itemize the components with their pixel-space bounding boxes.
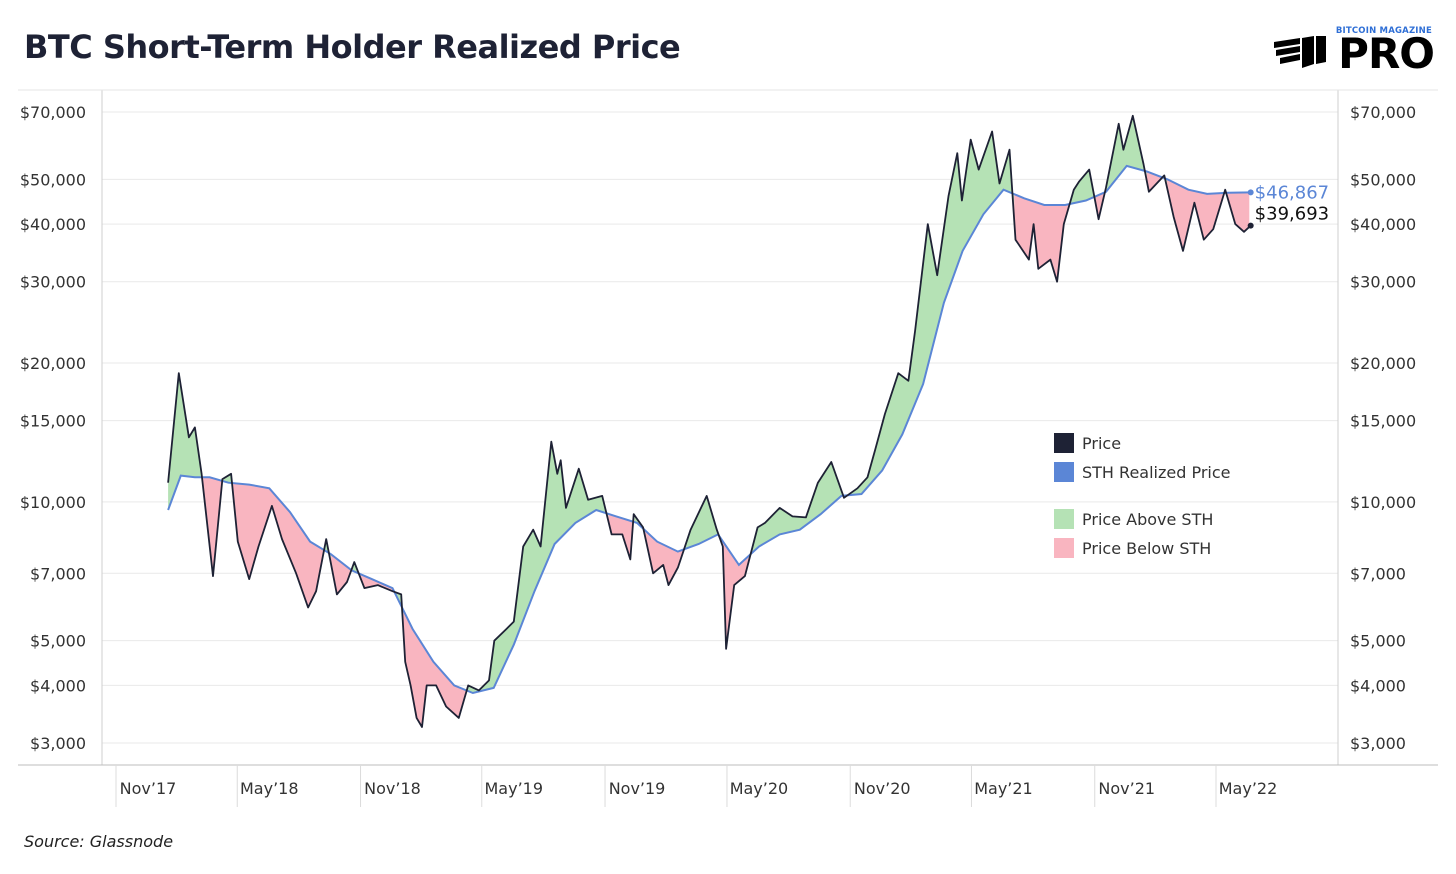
legend-swatch xyxy=(1054,433,1074,453)
legend-label: STH Realized Price xyxy=(1082,463,1231,482)
y-tick-label-right: $7,000 xyxy=(1350,564,1406,583)
sth-end-dot xyxy=(1247,189,1254,196)
y-tick-label: $40,000 xyxy=(20,215,86,234)
end-labels: $46,867$39,693 xyxy=(1247,182,1329,229)
y-axis-left-ticks: $70,000 $50,000 $40,000 $30,000 $20,000 $15,0… xyxy=(20,103,86,753)
y-tick-label: $50,000 xyxy=(20,170,86,189)
area-above-sth xyxy=(849,131,1015,496)
chart-title: BTC Short-Term Holder Realized Price xyxy=(24,28,681,66)
area-below-sth xyxy=(202,477,223,571)
price-end-dot xyxy=(1247,222,1254,229)
y-axis-right-ticks: $70,000 $50,000 $40,000 $30,000 $20,000 $15,0… xyxy=(1350,103,1416,753)
area-below-sth xyxy=(403,609,468,726)
area-below-sth xyxy=(330,554,353,595)
y-tick-label: $30,000 xyxy=(20,273,86,292)
logo-wordmark: PRO xyxy=(1338,29,1435,78)
legend-label: Price Above STH xyxy=(1082,510,1213,529)
y-tick-label: $7,000 xyxy=(30,564,86,583)
x-tick-label: May’18 xyxy=(240,779,299,798)
y-tick-label: $70,000 xyxy=(20,103,86,122)
area-above-sth xyxy=(1070,170,1095,204)
x-tick-label: Nov’20 xyxy=(854,779,911,798)
y-tick-label-right: $40,000 xyxy=(1350,215,1416,234)
x-tick-label: May’20 xyxy=(730,779,789,798)
y-tick-label: $10,000 xyxy=(20,493,86,512)
sth-realized-price-line xyxy=(167,164,1251,695)
source-note: Source: Glassnode xyxy=(24,832,174,851)
legend-swatch xyxy=(1054,509,1074,529)
area-below-sth xyxy=(1227,192,1250,232)
legend: Price STH Realized Price Price Above STH Pr… xyxy=(1054,433,1231,558)
area-above-sth xyxy=(750,462,844,554)
axes xyxy=(18,89,1438,766)
y-tick-label-right: $50,000 xyxy=(1350,170,1416,189)
x-axis-ticks: Nov’17 May’18 Nov’18 May’19 Nov’19 May’20 Nov’… xyxy=(115,765,1278,807)
area-above-sth xyxy=(684,495,721,550)
price-end-label: $39,693 xyxy=(1255,204,1329,225)
x-tick-label: Nov’17 xyxy=(120,779,177,798)
logo-bars-icon xyxy=(1274,36,1326,68)
area-above-sth xyxy=(168,380,203,510)
x-tick-label: Nov’18 xyxy=(364,779,421,798)
legend-swatch xyxy=(1054,538,1074,558)
area-below-sth xyxy=(359,573,396,594)
area-above-sth xyxy=(324,542,331,564)
y-tick-label: $20,000 xyxy=(20,354,86,373)
x-tick-label: Nov’21 xyxy=(1098,779,1155,798)
price-line xyxy=(167,114,1252,728)
area-fills xyxy=(168,115,1250,726)
y-tick-label: $3,000 xyxy=(30,734,86,753)
area-above-sth xyxy=(222,474,233,488)
legend-label: Price Below STH xyxy=(1082,539,1211,558)
y-tick-label-right: $4,000 xyxy=(1350,676,1406,695)
y-tick-label: $5,000 xyxy=(30,632,86,651)
x-tick-label: May’21 xyxy=(974,779,1033,798)
legend-swatch xyxy=(1054,462,1074,482)
logo-subtitle: BITCOIN MAGAZINE xyxy=(1335,26,1432,36)
grid-lines xyxy=(102,111,1338,744)
legend-label: Price xyxy=(1082,434,1121,453)
area-below-sth xyxy=(608,513,635,560)
y-tick-label-right: $30,000 xyxy=(1350,273,1416,292)
area-below-sth xyxy=(720,538,751,644)
x-tick-label: May’19 xyxy=(485,779,544,798)
y-tick-label-right: $3,000 xyxy=(1350,734,1406,753)
area-below-sth xyxy=(232,483,325,607)
y-tick-label-right: $15,000 xyxy=(1350,412,1416,431)
y-tick-label: $4,000 xyxy=(30,676,86,695)
y-tick-label-right: $70,000 xyxy=(1350,103,1416,122)
series-lines xyxy=(167,114,1252,728)
y-tick-label: $15,000 xyxy=(20,412,86,431)
y-tick-label-right: $5,000 xyxy=(1350,632,1406,651)
area-below-sth xyxy=(1166,179,1226,251)
y-tick-label-right: $20,000 xyxy=(1350,354,1416,373)
area-above-sth xyxy=(467,445,609,693)
x-tick-label: Nov’19 xyxy=(609,779,666,798)
sth-end-label: $46,867 xyxy=(1255,182,1329,203)
y-tick-label-right: $10,000 xyxy=(1350,493,1416,512)
x-tick-label: May’22 xyxy=(1219,779,1278,798)
brand-logo: BITCOIN MAGAZINE PRO xyxy=(1274,24,1435,78)
